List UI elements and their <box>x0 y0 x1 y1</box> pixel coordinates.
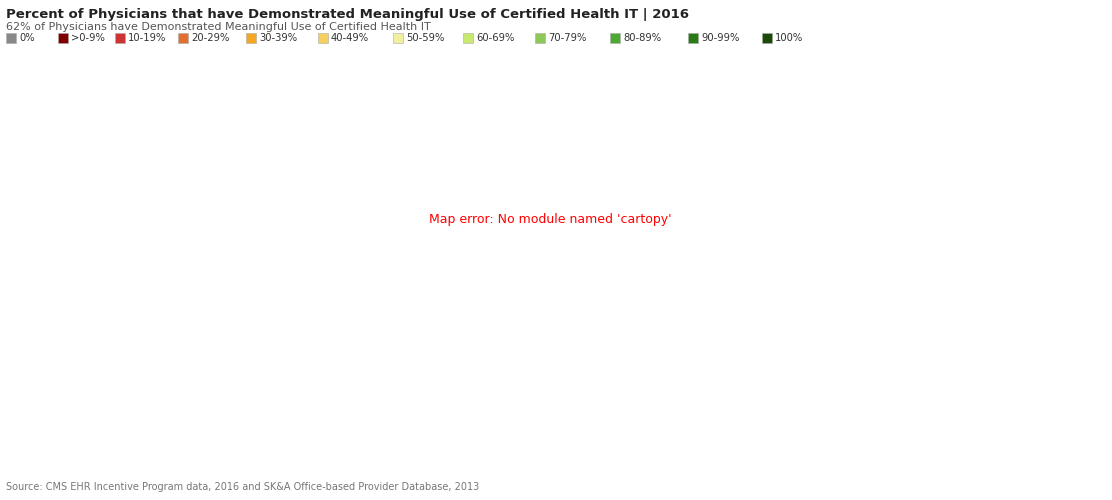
Text: 60-69%: 60-69% <box>476 33 515 43</box>
Bar <box>58 33 68 43</box>
Text: 90-99%: 90-99% <box>701 33 739 43</box>
Text: Map error: No module named 'cartopy': Map error: No module named 'cartopy' <box>429 214 672 226</box>
Bar <box>246 33 256 43</box>
Bar <box>178 33 188 43</box>
Text: Percent of Physicians that have Demonstrated Meaningful Use of Certified Health : Percent of Physicians that have Demonstr… <box>6 8 689 21</box>
Text: 0%: 0% <box>19 33 34 43</box>
Text: 10-19%: 10-19% <box>128 33 167 43</box>
Bar <box>610 33 620 43</box>
Bar <box>688 33 698 43</box>
Text: 100%: 100% <box>775 33 803 43</box>
Bar <box>535 33 545 43</box>
Bar <box>762 33 772 43</box>
Text: 50-59%: 50-59% <box>406 33 445 43</box>
Bar <box>463 33 473 43</box>
Text: 40-49%: 40-49% <box>331 33 369 43</box>
Bar <box>393 33 403 43</box>
Bar <box>115 33 125 43</box>
Text: 20-29%: 20-29% <box>191 33 229 43</box>
Text: 80-89%: 80-89% <box>623 33 662 43</box>
Text: 62% of Physicians have Demonstrated Meaningful Use of Certified Health IT: 62% of Physicians have Demonstrated Mean… <box>6 22 430 32</box>
Text: Source: CMS EHR Incentive Program data, 2016 and SK&A Office-based Provider Data: Source: CMS EHR Incentive Program data, … <box>6 482 479 492</box>
Text: 30-39%: 30-39% <box>259 33 297 43</box>
Bar <box>318 33 328 43</box>
Text: 70-79%: 70-79% <box>548 33 586 43</box>
Text: >0-9%: >0-9% <box>71 33 105 43</box>
Bar <box>6 33 16 43</box>
